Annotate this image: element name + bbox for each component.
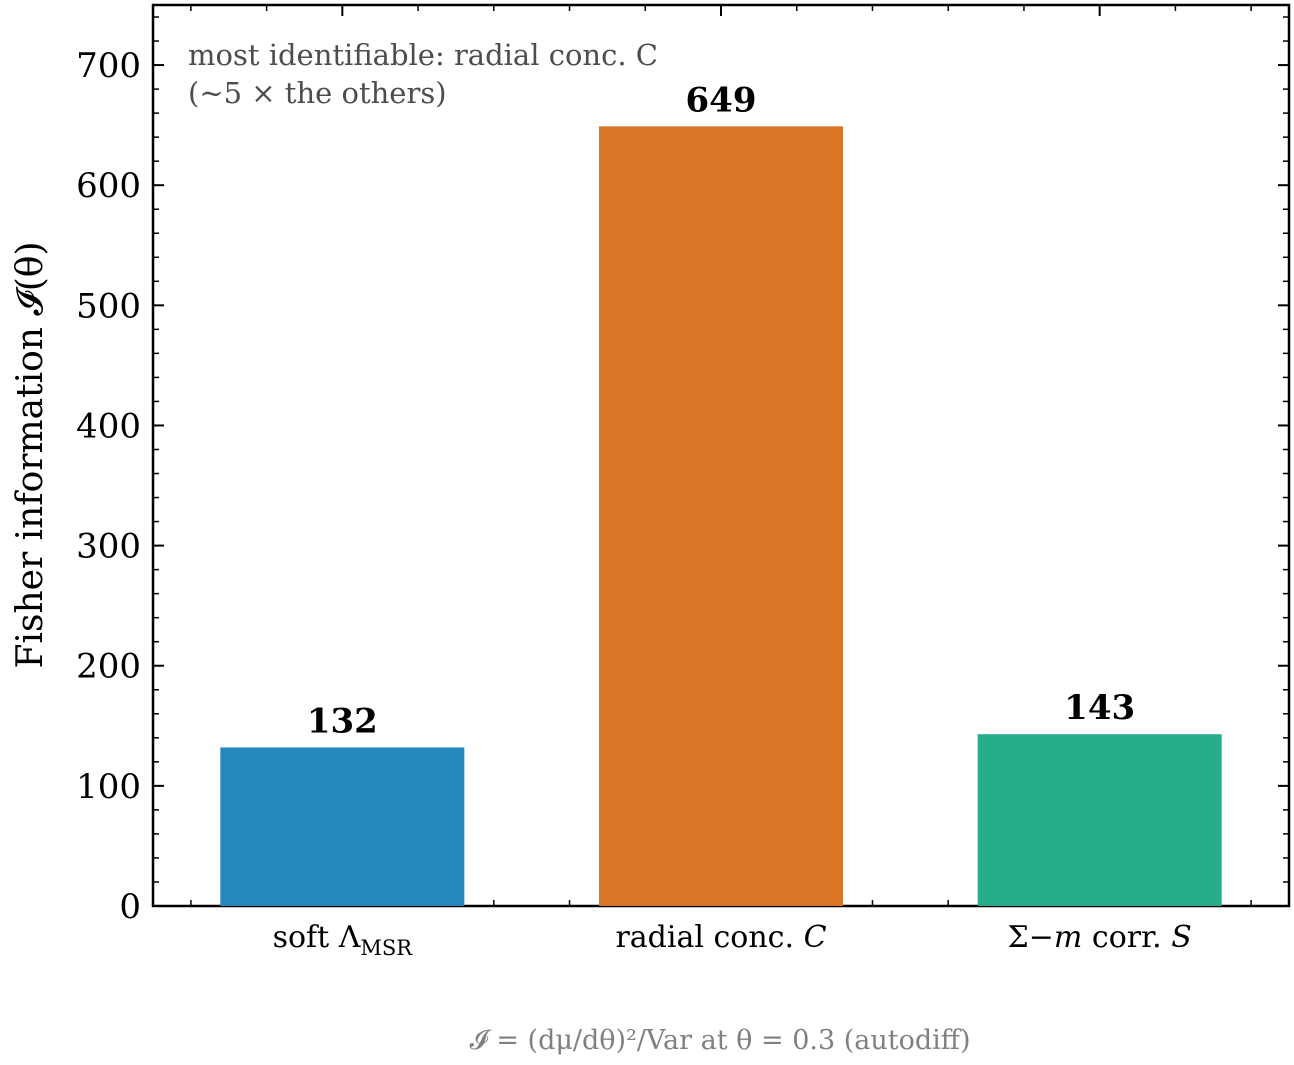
x-tick-label-1: soft ΛMSR [273, 920, 414, 960]
x-tick-label-part: C [804, 920, 827, 955]
y-tick-label-700: 700 [76, 46, 141, 86]
x-axis: soft ΛMSR radial conc. C Σ−m corr. S [190, 5, 1252, 960]
x-axis-title: 𝓘 = (dμ/dθ)²/Var at θ = 0.3 (autodiff) [470, 1025, 971, 1056]
value-label-1: 132 [307, 701, 378, 741]
x-tick-label-2: radial conc. C [615, 920, 826, 955]
x-tick-label-part: soft Λ [273, 920, 361, 955]
bars [220, 126, 1222, 907]
y-tick-label-500: 500 [76, 286, 141, 326]
x-tick-label-3: Σ−m corr. S [1008, 920, 1192, 955]
y-tick-label-400: 400 [76, 406, 141, 446]
value-label-2: 649 [686, 80, 757, 120]
x-tick-label-part: S [1171, 920, 1192, 955]
bar-3 [977, 734, 1222, 906]
bar-2 [599, 126, 843, 907]
y-tick-label-0: 0 [119, 887, 141, 927]
x-tick-label-part: Σ− [1008, 920, 1054, 955]
x-tick-label-part: m [1054, 920, 1082, 955]
value-labels: 132 649 143 [307, 80, 1135, 741]
x-tick-label-part: radial conc. [615, 920, 803, 955]
y-tick-label-300: 300 [76, 527, 141, 567]
bar-1 [220, 747, 465, 906]
y-tick-label-100: 100 [76, 767, 141, 807]
y-tick-label-200: 200 [76, 647, 141, 687]
x-tick-label-part: corr. [1082, 920, 1171, 955]
annotation-line-2: (∼5 × the others) [188, 76, 447, 110]
x-tick-label-part: MSR [360, 936, 413, 960]
y-tick-label-600: 600 [76, 166, 141, 206]
value-label-3: 143 [1064, 688, 1135, 728]
y-axis: 0 100 200 300 400 500 600 700 [76, 16, 1289, 927]
annotation-line-1: most identifiable: radial conc. C [188, 38, 658, 72]
y-axis-title: Fisher information 𝓘(θ) [10, 242, 51, 669]
